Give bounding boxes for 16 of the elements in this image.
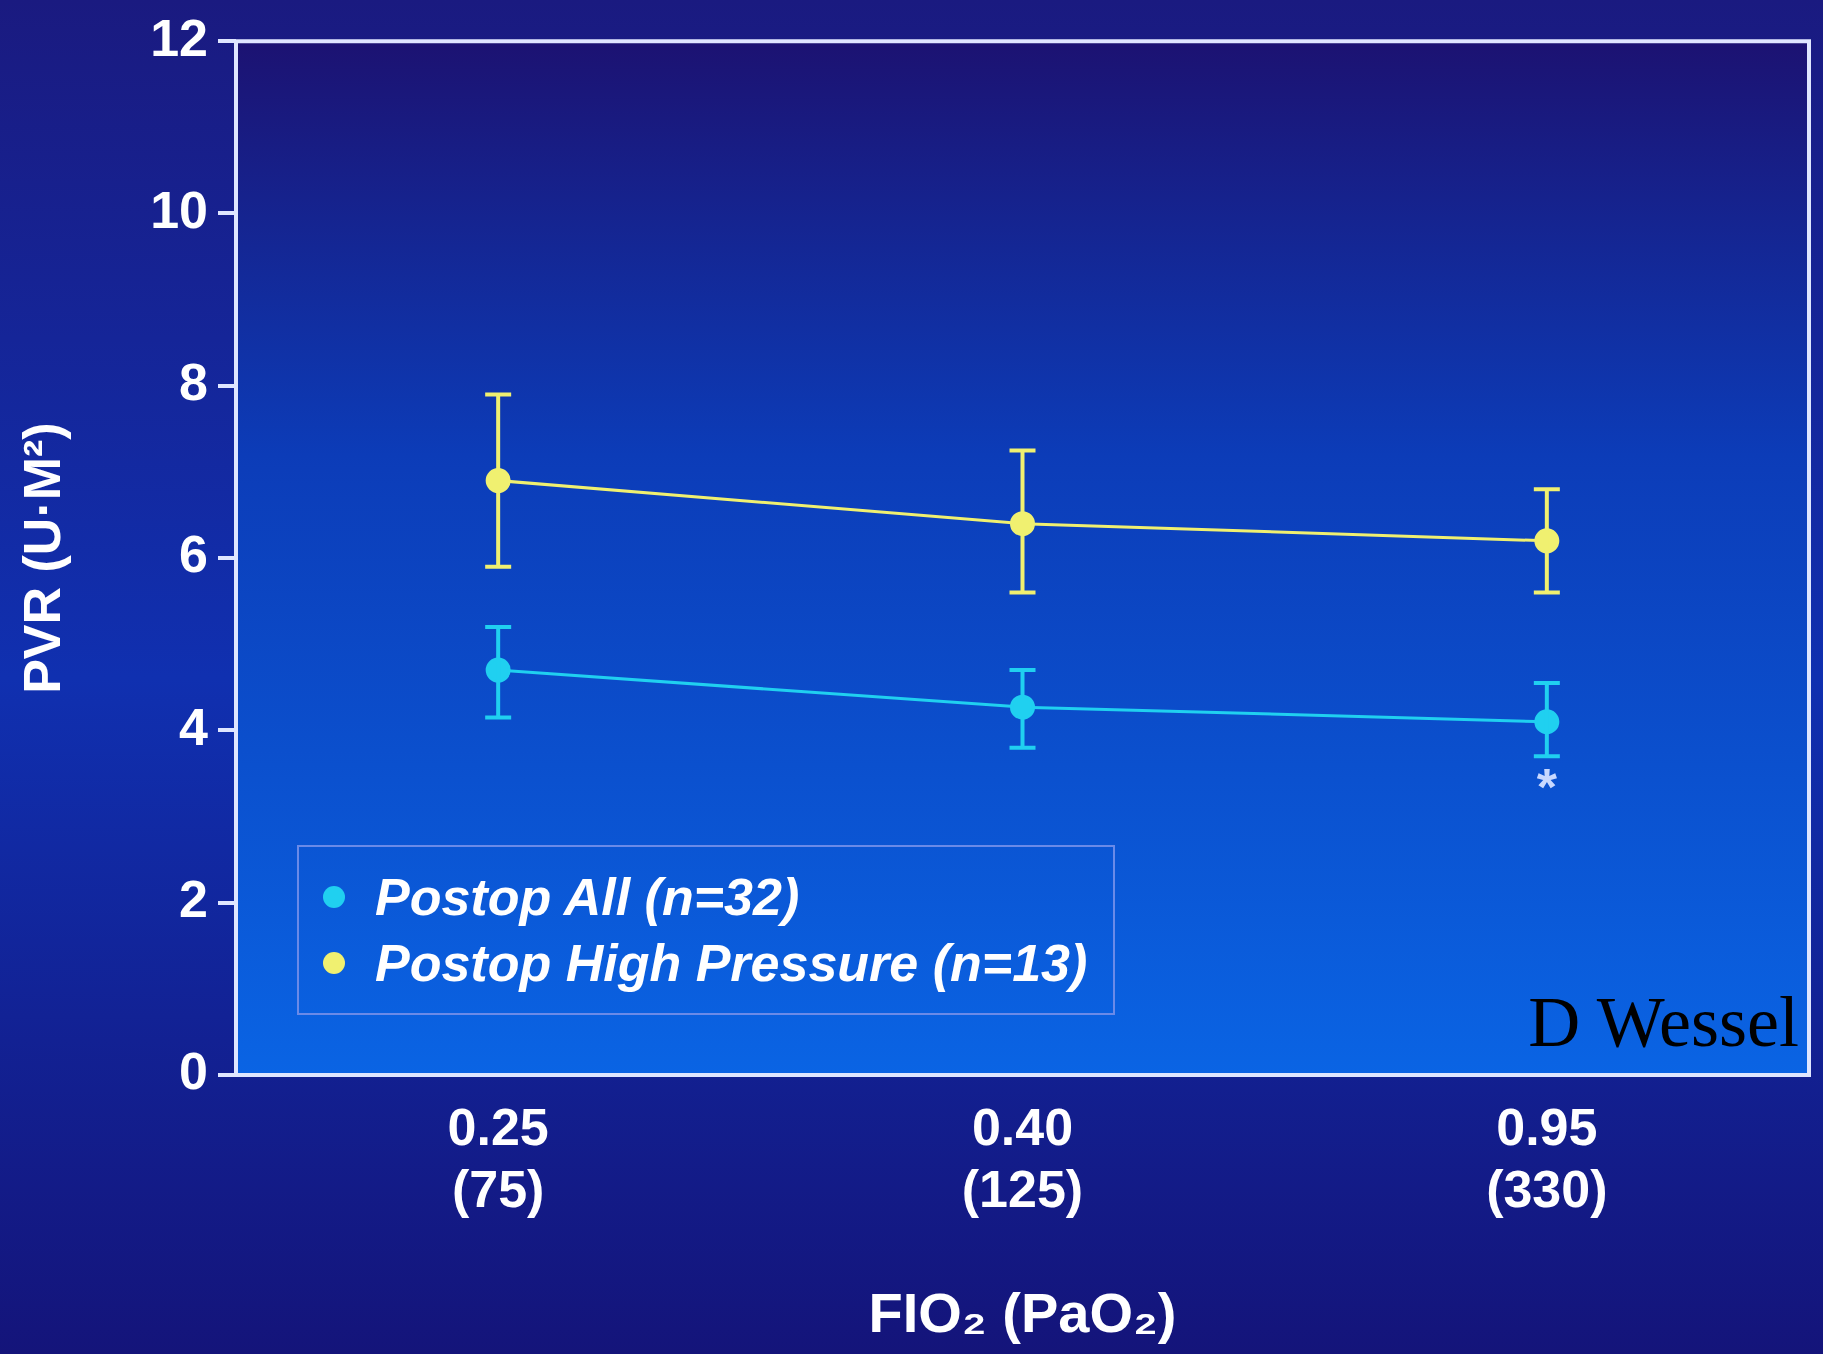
annotation: D Wessel (1528, 981, 1799, 1062)
y-tick-label: 12 (150, 8, 208, 67)
legend-label: Postop High Pressure (n=13) (375, 933, 1088, 993)
y-tick-label: 4 (179, 697, 209, 756)
y-tick-label: 10 (150, 180, 208, 239)
y-tick-label: 8 (179, 353, 208, 412)
x-axis-title: FIO₂ (PaO₂) (868, 1280, 1177, 1344)
y-tick-label: 2 (179, 870, 208, 929)
x-tick-label: 0.95 (330) (1486, 1097, 1608, 1218)
annotation: * (1536, 758, 1558, 817)
legend-label: Postop All (n=32) (375, 867, 800, 927)
y-axis-title: PVR (U·M²) (12, 422, 71, 694)
y-tick-label: 0 (179, 1042, 208, 1101)
x-tick-label: 0.25 (75) (447, 1097, 549, 1218)
x-tick-label: 0.40 (125) (961, 1097, 1084, 1218)
y-tick-label: 6 (179, 525, 208, 584)
